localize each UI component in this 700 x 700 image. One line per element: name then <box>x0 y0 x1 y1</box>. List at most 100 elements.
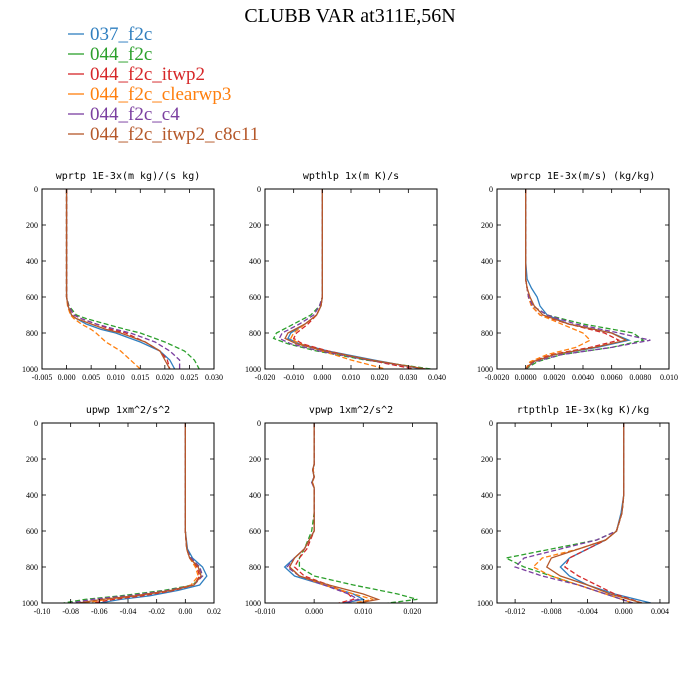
x-tick-label: 0.010 <box>342 373 360 382</box>
series-line-044-f2c-itwp2-c8c11 <box>284 189 426 369</box>
series-line-044-f2c-clearwp3 <box>289 189 386 369</box>
x-tick-label: 0.020 <box>403 607 421 616</box>
y-tick-label: 600 <box>481 293 493 302</box>
y-tick-label: 200 <box>249 221 261 230</box>
x-tick-label: 0.0020 <box>543 373 565 382</box>
y-tick-label: 1000 <box>477 365 493 374</box>
y-tick-label: 600 <box>249 527 261 536</box>
y-tick-label: 400 <box>26 491 38 500</box>
legend-label-044-f2c-itwp2-c8c11: 044_f2c_itwp2_c8c11 <box>90 124 259 145</box>
y-tick-label: 400 <box>481 257 493 266</box>
series-line-044-f2c-clearwp3 <box>532 423 633 603</box>
x-tick-label: -0.08 <box>62 607 79 616</box>
y-tick-label: 1000 <box>245 599 261 608</box>
x-tick-label: -0.02 <box>148 607 165 616</box>
x-tick-label: 0.02 <box>207 607 221 616</box>
x-tick-label: 0.0060 <box>601 373 623 382</box>
series-line-044-f2c-c4 <box>70 423 204 603</box>
series-line-044-f2c-clearwp3 <box>84 423 199 603</box>
series-line-044-f2c-itwp2 <box>293 423 355 603</box>
y-tick-label: 0 <box>489 185 493 194</box>
y-tick-label: 800 <box>26 329 38 338</box>
series-line-044-f2c-clearwp3 <box>525 189 592 369</box>
y-tick-label: 1000 <box>477 599 493 608</box>
y-tick-label: 200 <box>26 221 38 230</box>
series-line-044-f2c-c4 <box>286 423 361 603</box>
panel-rtpthlp: rtpthlp 1E-3x(kg K)/kg -0.012 -0.008 -0.004… <box>477 405 670 616</box>
series-line-044-f2c-c4 <box>513 423 633 603</box>
series-line-037-f2c <box>283 423 366 603</box>
x-tick-label: -0.005 <box>32 373 53 382</box>
x-tick-label: 0.000 <box>305 607 323 616</box>
x-tick-label: 0.000 <box>313 373 331 382</box>
x-tick-label: 0.025 <box>180 373 198 382</box>
series-line-037-f2c <box>65 189 176 369</box>
series-line-044-f2c <box>65 189 200 369</box>
x-tick-label: -0.020 <box>255 373 276 382</box>
y-tick-label: 800 <box>481 563 493 572</box>
x-tick-label: 0.020 <box>371 373 389 382</box>
plot-frame <box>264 188 438 370</box>
legend: 037_f2c044_f2c044_f2c_itwp2044_f2c_clear… <box>68 24 259 145</box>
series-line-044-f2c-itwp2-c8c11 <box>288 423 381 603</box>
series-line-044-f2c-clearwp3 <box>288 423 374 603</box>
series-line-037-f2c <box>287 189 423 369</box>
y-tick-label: 1000 <box>245 365 261 374</box>
y-tick-label: 0 <box>489 419 493 428</box>
series-line-044-f2c-itwp2 <box>564 423 643 603</box>
x-tick-label: 0.000 <box>615 607 633 616</box>
panel-vpwp: vpwp 1xm^2/s^2 -0.010 0.000 0.010 0.020 0 200 4… <box>245 405 438 616</box>
x-tick-label: -0.10 <box>34 607 51 616</box>
plot-frame <box>496 422 670 604</box>
legend-label-044-f2c: 044_f2c <box>90 44 152 65</box>
x-tick-label: 0.00 <box>178 607 192 616</box>
y-tick-label: 400 <box>26 257 38 266</box>
x-tick-label: 0.040 <box>428 373 446 382</box>
y-tick-label: 200 <box>26 455 38 464</box>
panel-title: rtpthlp 1E-3x(kg K)/kg <box>517 405 649 416</box>
series-line-044-f2c-c4 <box>65 189 181 369</box>
series-line-044-f2c-itwp2-c8c11 <box>525 189 628 369</box>
legend-label-037-f2c: 037_f2c <box>90 24 152 45</box>
panel-wprcp: wprcp 1E-3x(m/s) (kg/kg) -0.0020 0.0000 0.0… <box>477 171 678 382</box>
y-tick-label: 400 <box>249 491 261 500</box>
x-tick-label: 0.030 <box>205 373 223 382</box>
x-tick-label: -0.004 <box>577 607 598 616</box>
panel-title: vpwp 1xm^2/s^2 <box>309 405 393 416</box>
y-tick-label: 600 <box>26 527 38 536</box>
panel-title: upwp 1xm^2/s^2 <box>86 405 170 416</box>
y-tick-label: 800 <box>481 329 493 338</box>
series-line-044-f2c-itwp2-c8c11 <box>77 423 202 603</box>
series-line-044-f2c <box>525 189 645 369</box>
panel-wprtp: wprtp 1E-3x(m kg)/(s kg) -0.005 0.000 0.005… <box>22 171 223 382</box>
x-tick-label: 0.005 <box>82 373 100 382</box>
legend-label-044-f2c-clearwp3: 044_f2c_clearwp3 <box>90 84 231 105</box>
y-tick-label: 1000 <box>22 599 38 608</box>
series-line-044-f2c-itwp2-c8c11 <box>65 189 171 369</box>
series-line-037-f2c <box>99 423 208 603</box>
x-tick-label: 0.010 <box>107 373 125 382</box>
series-line-044-f2c-c4 <box>278 189 426 369</box>
x-tick-label: 0.0040 <box>572 373 594 382</box>
series-line-044-f2c <box>63 423 204 603</box>
y-tick-label: 600 <box>249 293 261 302</box>
y-tick-label: 200 <box>481 455 493 464</box>
x-tick-label: -0.010 <box>283 373 304 382</box>
panel-upwp: upwp 1xm^2/s^2 -0.10 -0.08 -0.06 -0.04 -0.02 0… <box>22 405 221 616</box>
x-tick-label: 0.0080 <box>629 373 651 382</box>
figure-title: CLUBB VAR at311E,56N <box>244 5 455 27</box>
panel-title: wprtp 1E-3x(m kg)/(s kg) <box>56 171 201 182</box>
x-tick-label: 0.030 <box>399 373 417 382</box>
series-line-037-f2c <box>559 423 652 603</box>
panel-title: wpthlp 1x(m K)/s <box>303 171 399 182</box>
plot-frame <box>41 188 215 370</box>
x-tick-label: -0.04 <box>120 607 137 616</box>
panel-title: wprcp 1E-3x(m/s) (kg/kg) <box>511 171 656 182</box>
y-tick-label: 600 <box>481 527 493 536</box>
y-tick-label: 600 <box>26 293 38 302</box>
y-tick-label: 800 <box>249 329 261 338</box>
y-tick-label: 0 <box>257 185 261 194</box>
x-tick-label: -0.010 <box>255 607 276 616</box>
y-tick-label: 400 <box>481 491 493 500</box>
